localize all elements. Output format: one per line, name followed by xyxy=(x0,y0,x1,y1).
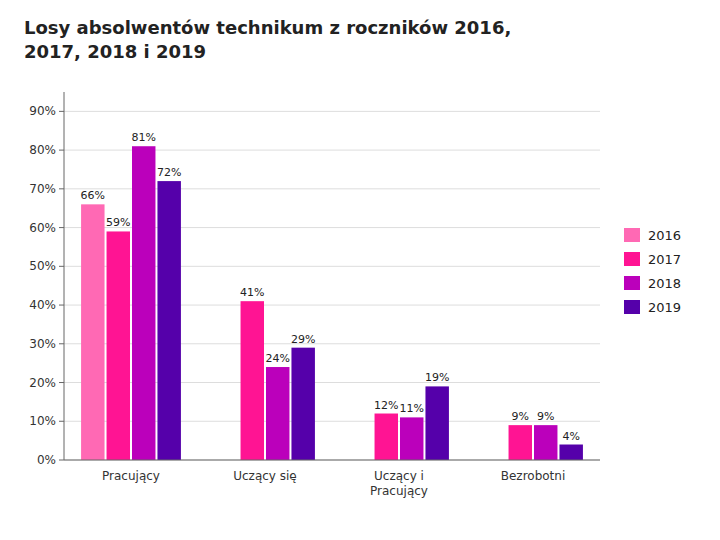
bar xyxy=(107,231,130,460)
x-tick-label: Uczący się xyxy=(233,469,297,483)
bar xyxy=(534,425,557,460)
y-tick-label: 20% xyxy=(29,376,56,390)
y-axis: 0% 10% 20% 30% 40% 50% 60% 70% 80% 90% xyxy=(29,104,600,467)
data-label: 66% xyxy=(81,189,105,202)
legend-swatch xyxy=(624,276,640,290)
y-tick xyxy=(59,343,64,344)
x-tick-label: Uczący iPracujący xyxy=(370,469,428,498)
grid-line xyxy=(64,460,600,461)
data-label: 29% xyxy=(291,333,315,346)
data-label: 4% xyxy=(562,430,579,443)
y-tick-label: 90% xyxy=(29,104,56,118)
y-tick xyxy=(59,227,64,228)
bar xyxy=(81,204,104,460)
data-label: 81% xyxy=(132,131,156,144)
y-tick xyxy=(59,382,64,383)
y-axis-line xyxy=(64,92,65,460)
data-label: 11% xyxy=(400,402,424,415)
y-tick xyxy=(59,421,64,422)
y-tick-label: 50% xyxy=(29,259,56,273)
chart: Losy absolwentów technikum z roczników 2… xyxy=(0,0,720,540)
y-tick-label: 70% xyxy=(29,182,56,196)
y-tick-label: 40% xyxy=(29,298,56,312)
y-tick xyxy=(59,188,64,189)
y-tick xyxy=(59,266,64,267)
data-label: 41% xyxy=(240,286,264,299)
data-label: 59% xyxy=(106,216,130,229)
y-tick-label: 10% xyxy=(29,414,56,428)
bar xyxy=(509,425,532,460)
x-tick-label: Pracujący xyxy=(102,469,160,483)
y-tick xyxy=(59,111,64,112)
y-tick xyxy=(59,150,64,151)
legend-entry: 2018 xyxy=(648,276,681,291)
x-axis-line xyxy=(64,460,600,461)
data-label: 12% xyxy=(374,399,398,412)
x-axis: Pracujący Uczący się Uczący iPracujący Bezr… xyxy=(102,469,565,498)
bar xyxy=(157,181,180,460)
data-labels: 66% 59% 41% 12% 9% 81% 24% 11% 9% 72% 29% 19% 4% xyxy=(81,131,580,442)
data-label: 19% xyxy=(425,371,449,384)
grid-line xyxy=(64,111,600,112)
legend: 2016 2017 2018 2019 xyxy=(624,228,681,315)
legend-swatch xyxy=(624,252,640,266)
title: Losy absolwentów technikum z roczników 2… xyxy=(24,17,511,62)
data-label: 9% xyxy=(537,410,554,423)
bars xyxy=(81,146,583,460)
bar xyxy=(375,414,398,460)
data-label: 9% xyxy=(512,410,529,423)
y-tick-label: 30% xyxy=(29,337,56,351)
bar xyxy=(132,146,155,460)
bar xyxy=(266,367,289,460)
x-tick-label: Bezrobotni xyxy=(501,469,566,483)
data-label: 24% xyxy=(266,352,290,365)
bar xyxy=(559,445,582,460)
bar xyxy=(241,301,264,460)
y-tick xyxy=(59,460,64,461)
bar xyxy=(291,348,314,460)
data-label: 72% xyxy=(157,166,181,179)
y-tick-label: 0% xyxy=(37,453,56,467)
bar xyxy=(400,417,423,460)
legend-entry: 2017 xyxy=(648,252,681,267)
legend-entry: 2019 xyxy=(648,300,681,315)
bar xyxy=(425,386,448,460)
legend-swatch xyxy=(624,228,640,242)
y-tick-label: 80% xyxy=(29,143,56,157)
legend-swatch xyxy=(624,300,640,314)
chart-container: Losy absolwentów technikum z roczników 2… xyxy=(0,0,720,540)
legend-entry: 2016 xyxy=(648,228,681,243)
y-tick xyxy=(59,305,64,306)
y-tick-label: 60% xyxy=(29,221,56,235)
